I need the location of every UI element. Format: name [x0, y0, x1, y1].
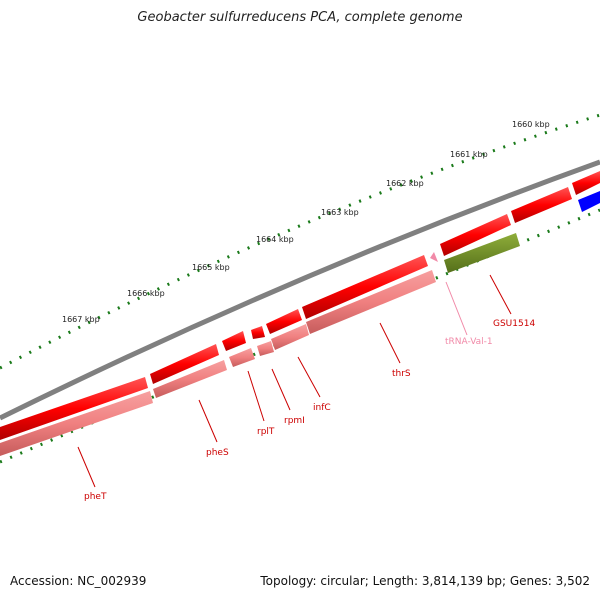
cds-feature	[0, 377, 148, 440]
ruler-label: 1664 kbp	[256, 235, 294, 244]
gene-feature	[271, 324, 309, 350]
gene-feature	[153, 360, 227, 398]
ruler-label: 1663 kbp	[321, 208, 359, 217]
cds-feature	[302, 255, 428, 319]
trna-feature	[430, 252, 438, 262]
gene-track	[0, 233, 520, 456]
forward-strand	[0, 171, 600, 440]
map-title: Geobacter sulfurreducens PCA, complete g…	[137, 10, 463, 25]
cds-feature	[440, 214, 511, 256]
gene-label-phet: pheT	[84, 492, 107, 502]
gene-label-rpmi: rpmI	[284, 416, 305, 426]
gene-label-thrs: thrS	[392, 369, 411, 379]
cds-feature	[511, 187, 572, 223]
cds-feature	[251, 326, 265, 339]
cds-feature	[572, 171, 600, 195]
outer-tick-ring	[0, 113, 600, 370]
gene-label-trna: tRNA-Val-1	[445, 337, 493, 347]
leader-lines	[77, 274, 512, 488]
gene-label-rplt: rplT	[257, 427, 275, 437]
cds-feature-other	[578, 191, 600, 212]
gene-feature	[306, 270, 436, 334]
cds-feature	[266, 309, 302, 334]
gene-label-infc: infC	[313, 403, 331, 413]
cds-feature	[150, 344, 219, 384]
ruler-label: 1665 kbp	[192, 263, 230, 272]
gene-label-phes: pheS	[206, 448, 229, 458]
ruler-label: 1667 kbp	[62, 315, 100, 324]
trna-leader-line	[445, 281, 468, 336]
gene-feature	[257, 341, 274, 356]
gene-feature	[229, 348, 255, 367]
cds-feature	[222, 331, 246, 351]
ruler-label: 1661 kbp	[450, 150, 488, 159]
ruler-label: 1660 kbp	[512, 120, 550, 129]
genome-summary-text: Topology: circular; Length: 3,814,139 bp…	[260, 574, 590, 588]
gene-feature	[0, 391, 153, 456]
backbone-line	[0, 159, 600, 421]
accession-text: Accession: NC_002939	[10, 574, 147, 588]
gene-label-gsu1514: GSU1514	[493, 319, 535, 329]
gene-feature-green	[444, 233, 520, 273]
ruler-label: 1662 kbp	[386, 179, 424, 188]
ruler-label: 1666 kbp	[127, 289, 165, 298]
